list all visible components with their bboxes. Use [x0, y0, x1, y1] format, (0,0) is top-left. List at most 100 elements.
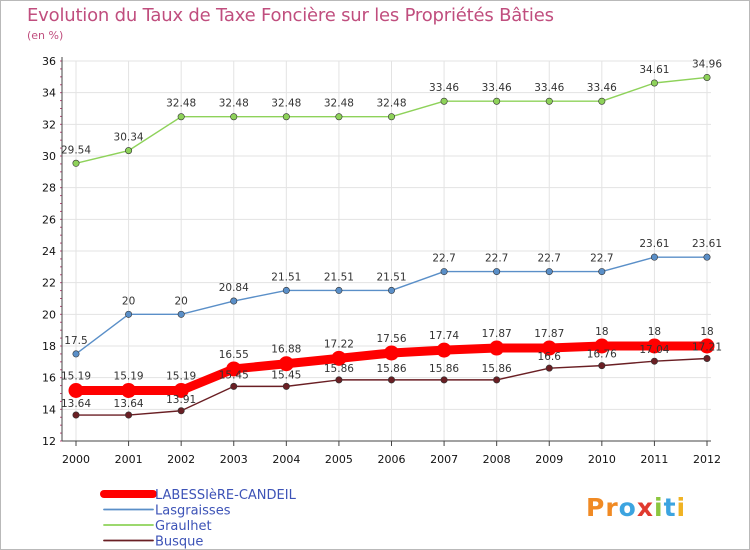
y-tick-label: 28: [42, 182, 56, 195]
logo-letter: r: [605, 493, 619, 522]
data-point: [489, 340, 505, 356]
data-point: [177, 113, 185, 121]
data-point: [703, 355, 711, 363]
y-tick-label: 36: [42, 55, 56, 68]
data-point: [177, 407, 185, 415]
data-label: 15.19: [114, 370, 144, 382]
y-tick-label: 32: [42, 118, 56, 131]
x-tick-label: 2002: [167, 453, 195, 466]
data-label: 22.7: [432, 253, 455, 265]
data-point: [440, 97, 448, 105]
data-label: 17.87: [482, 328, 512, 340]
data-point: [230, 297, 238, 305]
x-tick-label: 2005: [325, 453, 353, 466]
data-label: 17.5: [64, 335, 87, 347]
data-label: 29.54: [61, 144, 91, 156]
data-label: 17.04: [639, 344, 669, 356]
y-tick-label: 34: [42, 87, 56, 100]
data-point: [173, 382, 189, 398]
series-group: [68, 73, 715, 419]
data-point: [598, 97, 606, 105]
data-label: 15.86: [429, 363, 459, 375]
x-tick-label: 2008: [483, 453, 511, 466]
y-tick-label: 24: [42, 245, 56, 258]
data-label: 22.7: [538, 253, 561, 265]
y-tick-label: 26: [42, 213, 56, 226]
data-point: [545, 268, 553, 276]
data-point: [335, 376, 343, 384]
logo-letter: i: [676, 493, 687, 522]
logo-letter: o: [618, 493, 637, 522]
data-point: [282, 113, 290, 121]
data-point: [493, 97, 501, 105]
data-point: [282, 286, 290, 294]
data-point: [598, 268, 606, 276]
data-label: 16.88: [271, 344, 301, 356]
chart-title: Evolution du Taux de Taxe Foncière sur l…: [27, 5, 554, 26]
data-point: [493, 376, 501, 384]
data-point: [650, 79, 658, 87]
logo-letter: t: [663, 493, 677, 522]
x-tick-label: 2010: [588, 453, 616, 466]
data-point: [440, 268, 448, 276]
legend-label: Lasgraisses: [155, 504, 231, 519]
data-label: 17.87: [534, 328, 564, 340]
y-tick-label: 18: [42, 340, 56, 353]
data-point: [703, 73, 711, 81]
data-label: 34.61: [639, 64, 669, 76]
data-point: [125, 411, 133, 419]
data-point: [282, 382, 290, 390]
data-label: 15.45: [271, 369, 301, 381]
data-label: 30.34: [114, 132, 144, 144]
data-label: 22.7: [485, 253, 508, 265]
data-point: [72, 350, 80, 358]
data-label: 15.86: [482, 363, 512, 375]
data-label: 15.45: [219, 369, 249, 381]
x-tick-label: 2004: [272, 453, 300, 466]
data-point: [230, 382, 238, 390]
data-point: [650, 253, 658, 261]
x-tick-label: 2001: [115, 453, 143, 466]
data-label: 13.64: [61, 398, 91, 410]
logo-letter: x: [636, 493, 654, 522]
data-point: [646, 338, 662, 354]
y-tick-label: 14: [42, 403, 56, 416]
x-tick-label: 2000: [62, 453, 90, 466]
data-label: 15.86: [376, 363, 406, 375]
data-point: [72, 159, 80, 167]
data-label: 18: [595, 326, 608, 338]
data-label: 21.51: [324, 271, 354, 283]
data-label: 16.6: [538, 351, 562, 363]
data-point: [335, 113, 343, 121]
data-label: 32.48: [324, 98, 354, 110]
data-point: [230, 113, 238, 121]
data-label: 18: [648, 326, 661, 338]
data-label: 33.46: [587, 82, 617, 94]
data-label: 13.91: [166, 394, 196, 406]
data-point: [177, 310, 185, 318]
data-point: [598, 362, 606, 370]
data-point: [493, 268, 501, 276]
data-point: [68, 382, 84, 398]
legend: LABESSIèRE-CANDEILLasgraissesGraulhetBus…: [100, 488, 297, 550]
data-label: 17.56: [376, 333, 406, 345]
x-tick-label: 2009: [535, 453, 563, 466]
y-tick-label: 12: [42, 435, 56, 448]
y-tick-label: 22: [42, 277, 56, 290]
x-tick-label: 2006: [378, 453, 406, 466]
logo-letter: P: [586, 493, 606, 522]
data-label: 21.51: [376, 271, 406, 283]
data-point: [387, 286, 395, 294]
x-tick-label: 2003: [220, 453, 248, 466]
data-label: 20: [174, 295, 187, 307]
data-label: 17.22: [324, 338, 354, 350]
x-tick-label: 2012: [693, 453, 721, 466]
data-point: [541, 340, 557, 356]
legend-label: Busque: [155, 535, 203, 550]
data-label: 33.46: [482, 82, 512, 94]
data-point: [594, 338, 610, 354]
data-point: [226, 361, 242, 377]
data-label: 32.48: [271, 98, 301, 110]
logo-letter: i: [654, 493, 664, 522]
